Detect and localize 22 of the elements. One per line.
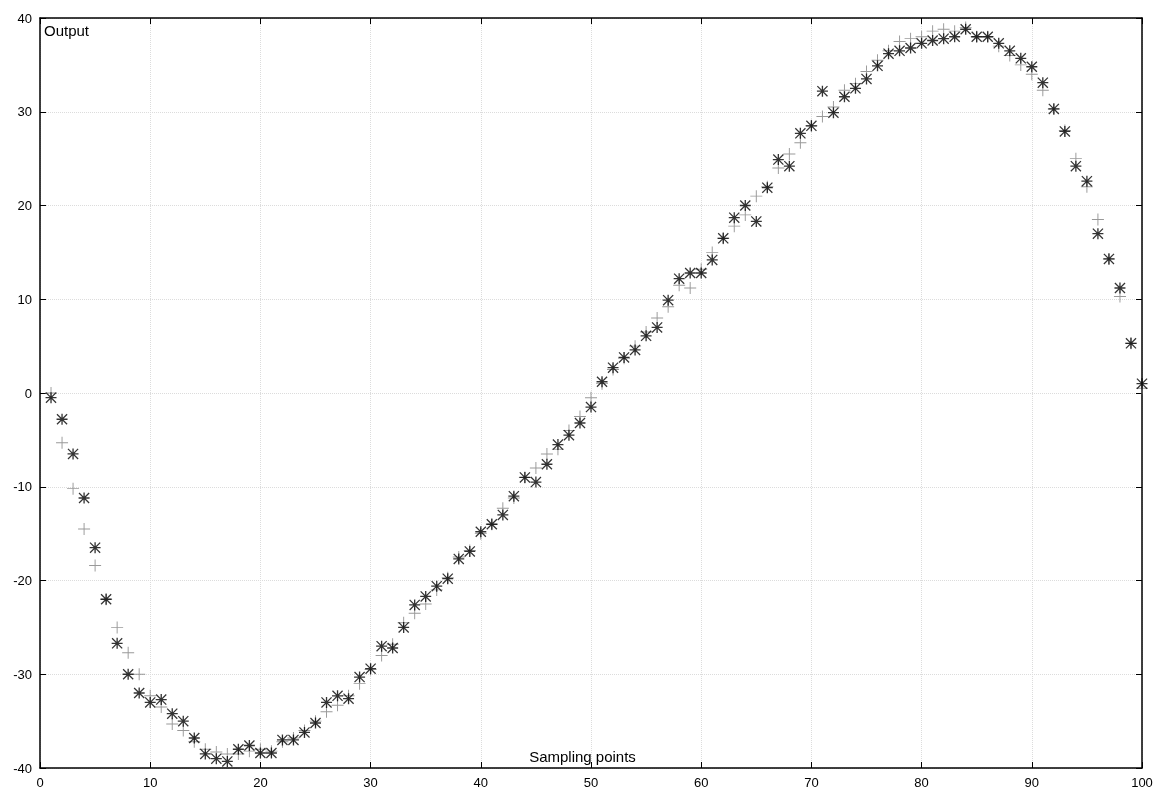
y-tick-label: 30 xyxy=(17,104,32,120)
x-tick-label: 90 xyxy=(1024,775,1040,790)
x-axis-title: Sampling points xyxy=(529,748,636,765)
x-tick-label: 20 xyxy=(253,775,268,790)
x-tick-label: 50 xyxy=(583,775,599,790)
x-tick-label: 40 xyxy=(473,775,489,790)
x-tick-label: 0 xyxy=(36,775,44,790)
y-axis-title: Output xyxy=(44,22,90,39)
y-tick-label: 20 xyxy=(17,198,32,213)
x-tick-label: 10 xyxy=(142,775,158,790)
y-tick-label: -30 xyxy=(13,666,32,682)
x-tick-label: 100 xyxy=(1131,775,1153,790)
x-tick-label: 70 xyxy=(804,775,819,790)
y-tick-label: 0 xyxy=(24,385,32,401)
y-tick-label: -40 xyxy=(13,760,32,776)
x-tick-label: 60 xyxy=(693,775,709,790)
y-tick-label: -20 xyxy=(13,573,32,588)
y-tick-label: 40 xyxy=(17,10,32,26)
x-tick-label: 80 xyxy=(914,775,929,790)
y-tick-label: 10 xyxy=(17,291,32,307)
x-tick-label: 30 xyxy=(363,775,378,790)
y-tick-label: -10 xyxy=(13,479,32,495)
